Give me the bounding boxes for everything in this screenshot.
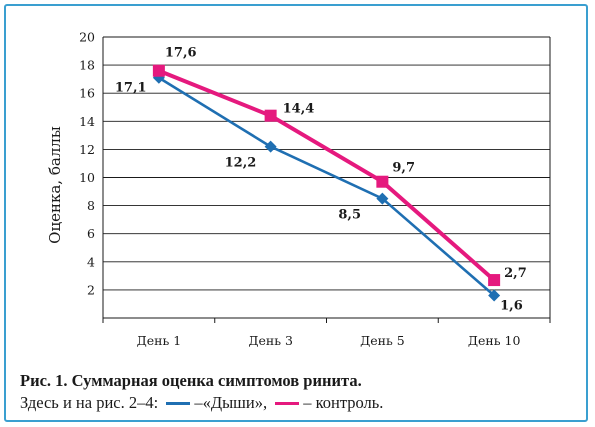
legend-swatch-series1	[166, 401, 191, 405]
y-tick-label: 8	[87, 198, 95, 213]
figure-caption: Рис. 1. Суммарная оценка симптомов ринит…	[20, 370, 580, 414]
x-tick-label: День 3	[248, 333, 293, 348]
data-label: 1,6	[500, 299, 523, 314]
data-point-diamond	[376, 192, 389, 205]
y-tick-label: 18	[79, 58, 95, 73]
y-axis-label: Оценка, баллы	[46, 126, 64, 244]
x-tick-label: День 1	[137, 333, 182, 348]
y-tick-label: 20	[79, 30, 95, 45]
figure-frame	[4, 4, 588, 422]
x-tick-label: День 10	[468, 333, 521, 348]
caption-prefix: Здесь и на рис. 2–4:	[20, 393, 159, 412]
legend-swatch-series2	[275, 401, 300, 405]
y-tick-label: 4	[87, 254, 95, 269]
data-point-diamond	[264, 140, 277, 153]
data-point-square	[488, 274, 501, 287]
caption-legend: Здесь и на рис. 2–4: –«Дыши», – контроль…	[20, 392, 580, 414]
data-point-diamond	[488, 289, 501, 302]
y-tick-label: 12	[79, 142, 95, 157]
series-lines	[158, 68, 496, 297]
y-tick-label: 10	[79, 170, 95, 185]
data-point-square	[264, 109, 277, 122]
y-tick-label: 6	[87, 226, 95, 241]
data-point-square	[152, 64, 165, 77]
x-tick-label: День 5	[360, 333, 405, 348]
data-label: 2,7	[504, 266, 527, 281]
data-label: 12,2	[225, 156, 257, 171]
x-tick-labels: День 1 День 3 День 5 День 10	[137, 333, 521, 348]
legend-label-series1: «Дыши»,	[202, 393, 268, 412]
y-tick-label: 16	[79, 86, 95, 101]
series-markers	[152, 64, 501, 302]
data-point-square	[376, 175, 389, 188]
data-label: 17,1	[115, 81, 147, 96]
legend-label-series2: контроль.	[315, 393, 384, 412]
y-tick-labels: 2 4 6 8 10 12 14 16 18 20	[79, 30, 95, 298]
data-label: 8,5	[338, 208, 361, 223]
data-labels: 17,1 12,2 8,5 1,6 17,6 14,4 9,7 2,7	[115, 46, 527, 314]
data-label: 14,4	[283, 102, 315, 117]
y-tick-label: 2	[87, 282, 95, 297]
grid-lines	[102, 36, 551, 323]
data-label: 17,6	[165, 46, 197, 61]
legend-dash-2: –	[303, 393, 312, 412]
y-tick-label: 14	[79, 114, 95, 129]
legend-dash-1: –	[194, 393, 203, 412]
caption-title: Рис. 1. Суммарная оценка симптомов ринит…	[20, 371, 362, 390]
series-line-1	[158, 76, 495, 297]
data-label: 9,7	[392, 161, 415, 176]
series-line-2	[158, 68, 496, 282]
